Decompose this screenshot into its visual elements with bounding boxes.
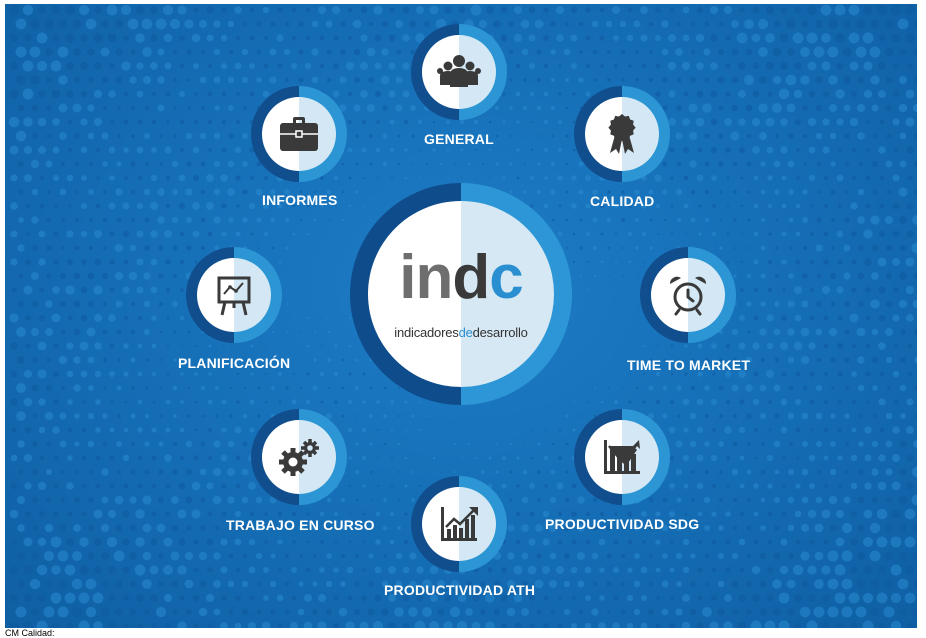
node-planificacion[interactable]	[186, 247, 282, 343]
node-calidad-label: CALIDAD	[590, 193, 655, 209]
node-productividad-ath-label: PRODUCTIVIDAD ATH	[384, 582, 536, 598]
node-planificacion-label: PLANIFICACIÓN	[178, 355, 291, 371]
alarm-clock-icon	[669, 276, 707, 316]
bar-chart-arrow-icon	[604, 440, 640, 474]
node-calidad[interactable]	[574, 86, 670, 182]
indc-center-logo: indc indicadoresdedesarrollo	[350, 183, 572, 405]
node-productividad-sdg-label: PRODUCTIVIDAD SDG	[545, 516, 700, 532]
node-informes[interactable]	[251, 86, 347, 182]
gears-icon	[279, 439, 319, 476]
people-icon	[437, 55, 481, 87]
logo-wordmark: indc	[399, 243, 523, 312]
diagram-board: indc indicadoresdedesarrollo GENERAL	[5, 4, 917, 628]
node-trabajo-en-curso[interactable]	[251, 409, 347, 505]
logo-tagline: indicadoresdedesarrollo	[394, 325, 528, 340]
node-productividad-ath[interactable]	[411, 476, 507, 572]
dot-pattern-background	[8, 4, 917, 628]
node-general-label: GENERAL	[424, 131, 494, 147]
award-ribbon-icon	[608, 114, 636, 154]
briefcase-icon	[280, 117, 318, 151]
node-general[interactable]	[411, 24, 507, 120]
line-chart-arrow-icon	[441, 507, 478, 541]
node-productividad-sdg[interactable]	[574, 409, 670, 505]
node-time-to-market[interactable]	[640, 247, 736, 343]
presentation-board-icon	[217, 276, 251, 316]
node-trabajo-en-curso-label: TRABAJO EN CURSO	[226, 517, 375, 533]
node-time-to-market-label: TIME TO MARKET	[627, 357, 751, 373]
node-informes-label: INFORMES	[262, 192, 338, 208]
caption-text: CM Calidad:	[5, 628, 55, 638]
